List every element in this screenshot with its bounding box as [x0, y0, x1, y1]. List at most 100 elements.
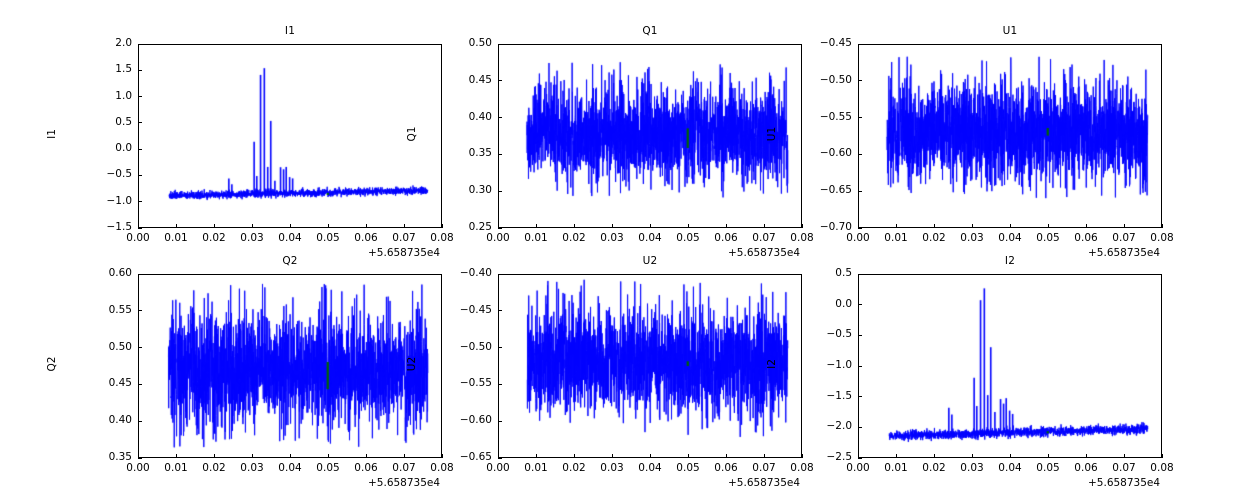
- y-tick-label: −2.5: [826, 451, 853, 463]
- x-tick-mark: [251, 224, 253, 228]
- x-tick-label: 0.07: [1112, 232, 1136, 244]
- x-tick-label: 0.01: [164, 462, 188, 474]
- y-tick-mark: [138, 457, 142, 459]
- y-tick-mark: [138, 273, 142, 275]
- x-tick-label: 0.00: [486, 462, 510, 474]
- y-tick-label: −0.70: [819, 221, 852, 233]
- subplot-title-i1: I1: [284, 25, 296, 37]
- y-axis-label-i1: I1: [46, 129, 58, 139]
- axes-frame-u1: [858, 44, 1162, 228]
- y-axis-label-u2: U2: [406, 356, 418, 372]
- y-tick-label: 0.0: [115, 142, 132, 155]
- series-plot-q1: [499, 45, 801, 227]
- y-tick-label: 2.0: [115, 37, 132, 49]
- axes-frame-q1: [498, 44, 802, 228]
- x-tick-mark: [137, 454, 139, 458]
- y-tick-label: 1.0: [115, 89, 132, 102]
- x-tick-label: 0.04: [998, 232, 1022, 244]
- y-tick-label: 0.25: [468, 221, 492, 233]
- y-tick-mark: [858, 365, 862, 367]
- y-tick-mark: [858, 227, 862, 229]
- axes-frame-i2: [858, 274, 1162, 458]
- y-tick-label: −1.5: [106, 221, 133, 233]
- x-tick-mark: [573, 454, 575, 458]
- x-axis-offset-label-u2: +5.658735e4: [728, 477, 801, 489]
- x-tick-label: 0.00: [126, 462, 150, 474]
- y-tick-mark: [498, 80, 502, 82]
- x-tick-label: 0.07: [752, 462, 776, 474]
- subplot-u2: U2 −0.65 −0.60 −0.55 −0.50 −0.45 −0.40 0.00 0.01…: [406, 255, 814, 489]
- x-tick-label: 0.08: [790, 232, 814, 244]
- x-tick-mark: [535, 454, 537, 458]
- y-tick-mark: [498, 310, 502, 312]
- x-tick-label: 0.06: [714, 462, 738, 474]
- y-tick-label: −0.5: [826, 328, 853, 341]
- y-tick-mark: [138, 310, 142, 312]
- y-tick-mark: [858, 80, 862, 82]
- y-tick-label: −1.5: [826, 389, 853, 402]
- x-tick-mark: [403, 454, 405, 458]
- subplot-i1: I1 −1.5 −1.0 −0.5 0.0 0.5 1.0 1.5 2.0 0.00 0.01 0.0…: [46, 25, 454, 259]
- y-tick-label: 0.35: [108, 451, 132, 463]
- x-tick-label: 0.05: [316, 462, 340, 474]
- x-tick-label: 0.05: [1036, 462, 1060, 474]
- y-axis-label-i2: I2: [766, 359, 778, 369]
- y-tick-mark: [498, 457, 502, 459]
- y-tick-mark: [858, 334, 862, 336]
- x-tick-mark: [725, 224, 727, 228]
- subplot-u1: U1 −0.70 −0.65 −0.60 −0.55 −0.50 −0.45 0.00 0.01…: [766, 25, 1174, 259]
- y-tick-mark: [498, 347, 502, 349]
- x-tick-mark: [497, 224, 499, 228]
- x-tick-mark: [535, 224, 537, 228]
- subplot-q2: Q2 0.35 0.40 0.45 0.50 0.55 0.60 0.00 0.01 0.02 0.…: [46, 255, 454, 489]
- y-tick-label: 0.45: [468, 73, 492, 86]
- y-tick-mark: [498, 117, 502, 119]
- y-tick-mark: [138, 43, 142, 45]
- x-tick-mark: [137, 224, 139, 228]
- x-axis-offset-label-u1: +5.658735e4: [1088, 247, 1161, 259]
- series-plot-i2: [859, 275, 1161, 457]
- x-tick-label: 0.00: [846, 232, 870, 244]
- x-tick-mark: [611, 454, 613, 458]
- x-tick-mark: [213, 454, 215, 458]
- x-tick-label: 0.08: [430, 462, 454, 474]
- y-tick-mark: [138, 148, 142, 150]
- x-tick-mark: [327, 224, 329, 228]
- x-tick-label: 0.01: [524, 462, 548, 474]
- y-tick-mark: [858, 273, 862, 275]
- y-tick-label: 0.45: [108, 377, 132, 390]
- y-tick-mark: [138, 96, 142, 98]
- x-tick-mark: [1047, 224, 1049, 228]
- subplot-i2: I2 −2.5 −2.0 −1.5 −1.0 −0.5 0.0 0.5 0.00 0.01 0.02…: [766, 255, 1174, 489]
- y-tick-mark: [138, 69, 142, 71]
- y-tick-mark: [138, 420, 142, 422]
- y-tick-mark: [138, 201, 142, 203]
- y-tick-label: 0.40: [108, 414, 132, 427]
- x-tick-label: 0.05: [676, 232, 700, 244]
- subplot-title-q2: Q2: [282, 255, 298, 267]
- y-tick-label: −0.55: [459, 377, 492, 390]
- y-axis-label-q2: Q2: [46, 356, 58, 372]
- y-tick-label: −0.5: [106, 168, 133, 181]
- y-tick-label: −0.45: [459, 303, 492, 316]
- x-tick-label: 0.02: [562, 232, 586, 244]
- x-tick-label: 0.00: [846, 462, 870, 474]
- x-tick-mark: [289, 454, 291, 458]
- x-tick-mark: [763, 224, 765, 228]
- x-tick-mark: [895, 224, 897, 228]
- x-tick-mark: [175, 454, 177, 458]
- y-tick-label: 0.50: [108, 340, 132, 353]
- x-tick-label: 0.00: [486, 232, 510, 244]
- x-tick-label: 0.07: [752, 232, 776, 244]
- y-tick-mark: [858, 190, 862, 192]
- x-tick-label: 0.07: [392, 462, 416, 474]
- x-axis-offset-label-i1: +5.658735e4: [368, 247, 441, 259]
- x-tick-label: 0.04: [638, 462, 662, 474]
- y-tick-mark: [858, 396, 862, 398]
- x-tick-label: 0.01: [524, 232, 548, 244]
- x-tick-mark: [1161, 224, 1163, 228]
- x-tick-mark: [687, 454, 689, 458]
- x-tick-label: 0.05: [1036, 232, 1060, 244]
- subplot-title-q1: Q1: [642, 25, 658, 37]
